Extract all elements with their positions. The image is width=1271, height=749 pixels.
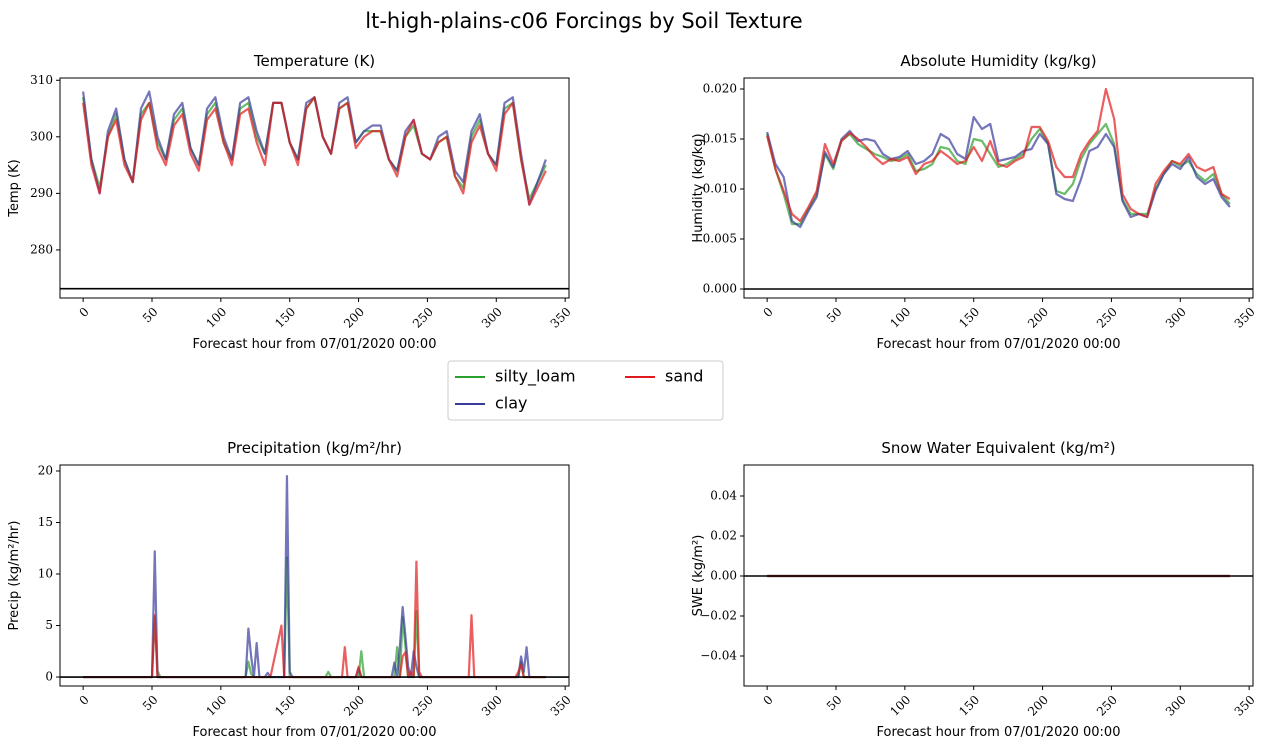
x-tick-label: 350 bbox=[1232, 305, 1258, 331]
legend-label: clay bbox=[495, 394, 528, 413]
y-tick-label: 0.04 bbox=[710, 489, 737, 503]
y-tick-label: 310 bbox=[30, 73, 53, 87]
axes-frame bbox=[743, 77, 1254, 299]
x-tick-label: 200 bbox=[1025, 305, 1051, 331]
x-tick-label: 300 bbox=[1163, 305, 1189, 331]
y-axis-label: SWE (kg/m²) bbox=[691, 535, 706, 617]
x-tick-label: 100 bbox=[203, 305, 229, 331]
x-tick-label: 100 bbox=[887, 693, 913, 719]
x-tick-label: 0 bbox=[760, 305, 775, 320]
x-tick-label: 100 bbox=[203, 693, 229, 719]
y-tick-label: 0.015 bbox=[703, 132, 737, 146]
axes-frame bbox=[59, 464, 570, 687]
figure-title: lt-high-plains-c06 Forcings by Soil Text… bbox=[365, 9, 802, 33]
plot-area bbox=[60, 475, 569, 679]
x-tick-label: 200 bbox=[341, 305, 367, 331]
panel: Absolute Humidity (kg/kg) Forecast hour f… bbox=[691, 52, 1258, 352]
y-tick-label: 0.020 bbox=[703, 82, 737, 96]
x-tick-label: 150 bbox=[956, 693, 982, 719]
x-tick-label: 50 bbox=[140, 305, 161, 326]
x-tick-label: 350 bbox=[548, 305, 574, 331]
panel-title: Precipitation (kg/m²/hr) bbox=[227, 439, 402, 457]
y-tick-label: −0.04 bbox=[700, 649, 737, 663]
y-tick-label: 300 bbox=[30, 129, 53, 143]
plot-area bbox=[60, 90, 569, 290]
y-tick-label: 5 bbox=[45, 618, 53, 632]
y-tick-label: 20 bbox=[38, 463, 53, 477]
x-axis-label: Forecast hour from 07/01/2020 00:00 bbox=[193, 337, 437, 352]
x-axis-label: Forecast hour from 07/01/2020 00:00 bbox=[877, 337, 1121, 352]
x-tick-label: 250 bbox=[410, 305, 436, 331]
x-tick-label: 0 bbox=[76, 693, 91, 708]
x-tick-label: 300 bbox=[479, 693, 505, 719]
y-tick-label: 280 bbox=[30, 242, 53, 256]
panel: Snow Water Equivalent (kg/m²) Forecast ho… bbox=[691, 439, 1258, 740]
x-axis-label: Forecast hour from 07/01/2020 00:00 bbox=[193, 725, 437, 740]
series-line bbox=[82, 96, 547, 206]
y-tick-label: 10 bbox=[38, 567, 53, 581]
panel: Precipitation (kg/m²/hr) Forecast hour fr… bbox=[7, 439, 574, 740]
x-tick-label: 150 bbox=[272, 693, 298, 719]
y-axis-label: Temp (K) bbox=[7, 159, 22, 217]
axes-frame bbox=[743, 464, 1254, 687]
panel-title: Temperature (K) bbox=[253, 52, 375, 70]
x-tick-label: 250 bbox=[410, 693, 436, 719]
y-tick-label: 0.005 bbox=[703, 232, 737, 246]
x-tick-label: 50 bbox=[824, 693, 845, 714]
x-tick-label: 250 bbox=[1094, 693, 1120, 719]
y-axis-label: Humidity (kg/kg) bbox=[691, 133, 706, 242]
axes-frame bbox=[59, 77, 570, 299]
legend-frame bbox=[447, 360, 724, 421]
x-tick-label: 0 bbox=[76, 305, 91, 320]
legend-label: sand bbox=[665, 367, 703, 386]
x-tick-label: 0 bbox=[760, 693, 775, 708]
y-tick-label: 0.000 bbox=[703, 282, 737, 296]
y-axis-label: Precip (kg/m²/hr) bbox=[7, 521, 22, 631]
x-axis-label: Forecast hour from 07/01/2020 00:00 bbox=[877, 725, 1121, 740]
panel: Temperature (K) Forecast hour from 07/01/… bbox=[7, 52, 574, 352]
series-line bbox=[766, 115, 1231, 229]
x-tick-label: 150 bbox=[956, 305, 982, 331]
series-line bbox=[766, 122, 1231, 226]
series-line bbox=[82, 90, 547, 206]
y-tick-label: 0.00 bbox=[710, 569, 737, 583]
x-tick-label: 200 bbox=[341, 693, 367, 719]
x-tick-label: 350 bbox=[548, 693, 574, 719]
panel-title: Absolute Humidity (kg/kg) bbox=[900, 52, 1096, 70]
legend-label: silty_loam bbox=[495, 367, 576, 387]
x-tick-label: 100 bbox=[887, 305, 913, 331]
x-tick-label: 150 bbox=[272, 305, 298, 331]
y-tick-label: 0 bbox=[45, 670, 53, 684]
plot-area bbox=[744, 87, 1253, 290]
y-tick-label: −0.02 bbox=[700, 609, 737, 623]
panel-title: Snow Water Equivalent (kg/m²) bbox=[881, 439, 1115, 457]
x-tick-label: 300 bbox=[1163, 693, 1189, 719]
x-tick-label: 200 bbox=[1025, 693, 1051, 719]
series-line bbox=[766, 87, 1231, 223]
y-tick-label: 290 bbox=[30, 186, 53, 200]
y-tick-label: 0.010 bbox=[703, 182, 737, 196]
x-tick-label: 50 bbox=[824, 305, 845, 326]
x-tick-label: 300 bbox=[479, 305, 505, 331]
y-tick-label: 0.02 bbox=[710, 529, 737, 543]
x-tick-label: 250 bbox=[1094, 305, 1120, 331]
x-tick-label: 50 bbox=[140, 693, 161, 714]
x-tick-label: 350 bbox=[1232, 693, 1258, 719]
y-tick-label: 15 bbox=[38, 515, 53, 529]
